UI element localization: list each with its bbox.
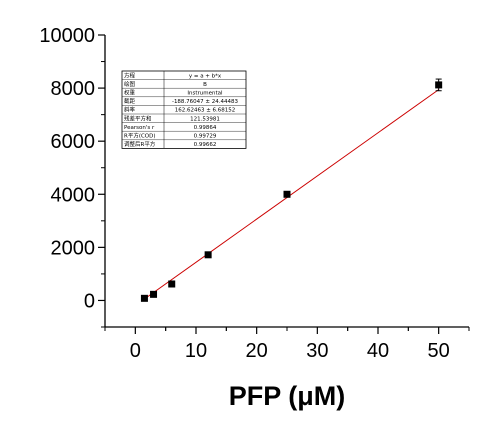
y-tick-label: 0 <box>84 290 95 312</box>
data-point <box>140 294 148 302</box>
fit-table-value: 0.99662 <box>194 142 217 148</box>
x-tick-label: 20 <box>246 340 268 362</box>
fit-table-key: Pearson's r <box>124 125 155 131</box>
fit-table-value: 0.99864 <box>194 125 217 131</box>
data-point <box>168 280 176 288</box>
fit-table-key: 残差平方和 <box>124 114 152 122</box>
fit-table-value: 0.99729 <box>194 134 217 140</box>
fit-table-key: 绘图 <box>124 80 136 88</box>
fit-results-table: 方程 y = a + b*x 绘图 B 权重 Instrumental 截距 -188.760… <box>121 70 247 149</box>
data-point <box>435 81 443 89</box>
fit-table-border <box>121 70 247 149</box>
x-tick-label: 10 <box>185 340 207 362</box>
fit-table-key: 斜率 <box>124 106 136 114</box>
fit-table-key: 权重 <box>124 89 136 97</box>
y-tick-label: 2000 <box>51 237 96 259</box>
fit-table-key: 方程 <box>124 71 136 79</box>
y-tick-label: 8000 <box>51 78 96 100</box>
fit-table-key: R平方(COD) <box>124 132 156 140</box>
axes: 0 2000 4000 6000 8000 10000 0 10 20 30 40 50 <box>39 25 470 362</box>
fit-table-value: B <box>203 82 207 88</box>
fit-table-value: y = a + b*x <box>189 73 222 79</box>
fit-table-value: 162.62463 ± 6.68152 <box>175 108 236 114</box>
fit-table-value: -188.76047 ± 24.44483 <box>172 99 239 105</box>
x-tick-label: 30 <box>306 340 328 362</box>
fit-table-value: 121.53981 <box>190 116 220 122</box>
x-axis-title: PFP (μM) <box>229 381 346 411</box>
fit-table-key: 调整后R平方 <box>124 140 156 148</box>
fit-table-key: 截距 <box>124 97 136 105</box>
data-points <box>140 78 443 302</box>
fit-table-value: Instrumental <box>187 91 223 97</box>
fit-line <box>144 89 439 300</box>
y-tick-label: 4000 <box>51 184 96 206</box>
data-point <box>204 251 212 259</box>
x-tick-label: 50 <box>428 340 450 362</box>
x-tick-label: 40 <box>367 340 389 362</box>
data-point <box>283 190 291 198</box>
y-tick-label: 6000 <box>51 131 96 153</box>
data-point <box>150 290 158 298</box>
y-tick-label: 10000 <box>39 25 95 47</box>
fit-line-group <box>144 89 439 300</box>
x-tick-label: 0 <box>130 340 141 362</box>
